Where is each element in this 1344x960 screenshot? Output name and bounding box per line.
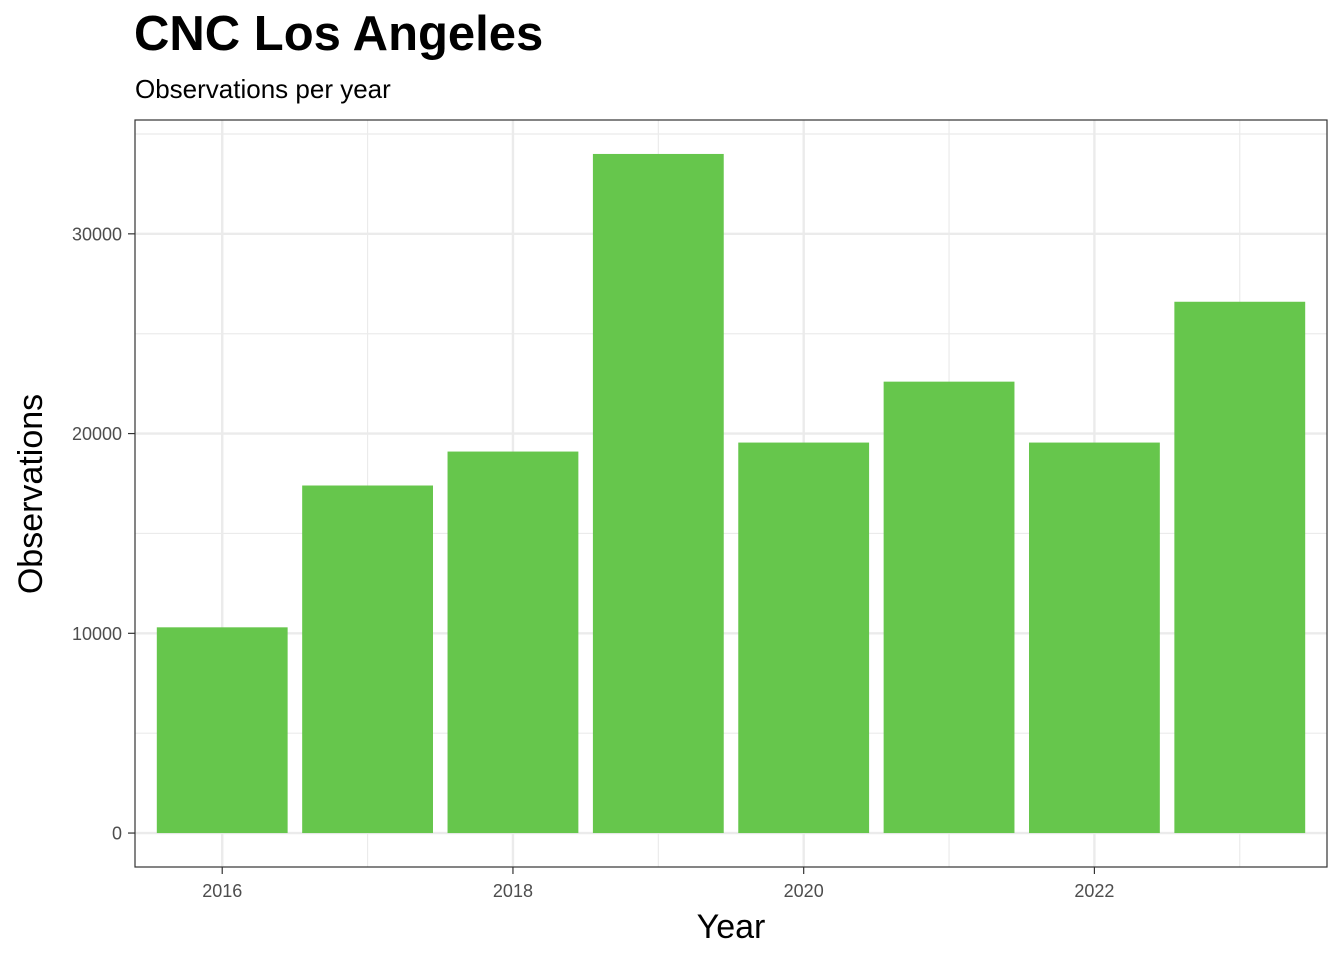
- y-tick-label: 10000: [72, 624, 122, 644]
- bar-2021: [883, 381, 1015, 834]
- x-tick-label: 2022: [1074, 881, 1114, 901]
- x-axis-title: Year: [697, 908, 766, 946]
- bar-2020: [738, 442, 870, 834]
- plot-border: [134, 119, 1328, 868]
- x-axis: 2016 2018 2020 2022: [202, 867, 1114, 901]
- bar-2018: [447, 451, 579, 834]
- bars: [156, 153, 1306, 834]
- bar-2016: [156, 627, 288, 834]
- bar-2023: [1174, 301, 1306, 834]
- x-tick-label: 2016: [202, 881, 242, 901]
- chart-subtitle: Observations per year: [135, 74, 391, 104]
- y-axis: 0 10000 20000 30000: [72, 224, 135, 844]
- y-axis-title: Observations: [12, 394, 50, 594]
- x-tick-label: 2020: [784, 881, 824, 901]
- y-tick-label: 0: [112, 824, 122, 844]
- y-tick-label: 20000: [72, 424, 122, 444]
- x-tick-label: 2018: [493, 881, 533, 901]
- bar-2019: [592, 153, 724, 834]
- bar-2022: [1029, 442, 1160, 834]
- bar-2017: [302, 485, 433, 834]
- y-tick-label: 30000: [72, 224, 122, 244]
- chart-title: CNC Los Angeles: [134, 7, 544, 61]
